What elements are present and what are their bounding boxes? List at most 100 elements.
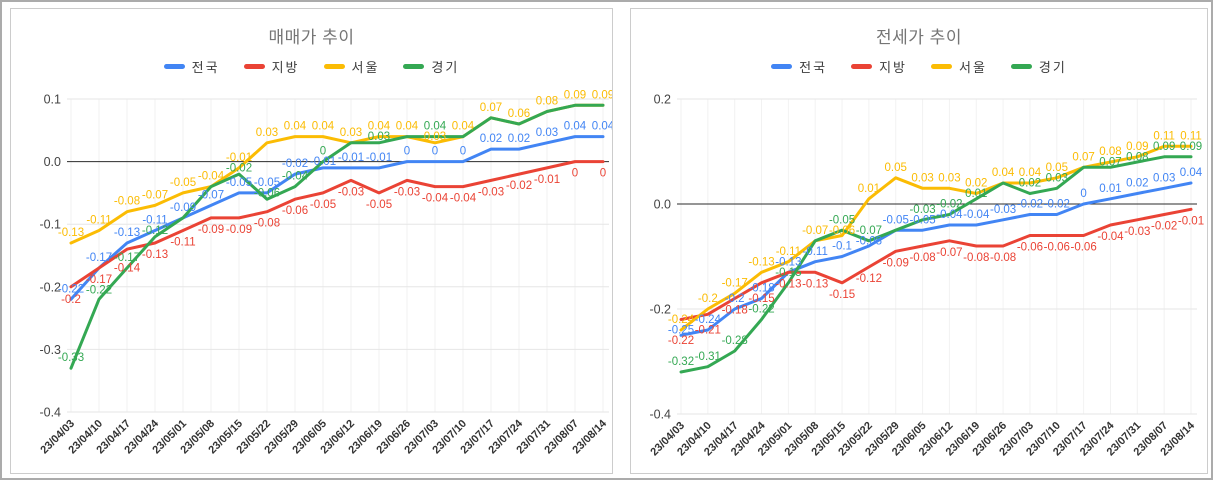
- legend-item-seoul[interactable]: 서울: [323, 57, 380, 76]
- svg-text:-0.08: -0.08: [909, 252, 935, 264]
- svg-text:0.09: 0.09: [1153, 141, 1175, 153]
- svg-text:0.06: 0.06: [508, 108, 530, 120]
- svg-text:-0.3: -0.3: [39, 343, 61, 357]
- sale-price-chart-panel: 매매가 추이 전국 지방 서울 경기 0.1 0.0 -0.1 -0.2 -0.3 -0.4 -0…: [10, 8, 613, 474]
- svg-text:-0.33: -0.33: [58, 352, 84, 364]
- svg-text:-0.2: -0.2: [39, 280, 61, 294]
- svg-text:-0.06: -0.06: [254, 187, 280, 199]
- svg-text:-0.05: -0.05: [366, 199, 392, 211]
- svg-text:-0.13: -0.13: [802, 278, 828, 290]
- svg-text:-0.24: -0.24: [668, 314, 695, 326]
- legend-item-gyeonggi[interactable]: 경기: [1010, 57, 1067, 76]
- svg-text:-0.09: -0.09: [170, 202, 196, 214]
- svg-text:-0.04: -0.04: [422, 193, 449, 205]
- svg-text:-0.09: -0.09: [883, 257, 909, 269]
- svg-text:0.03: 0.03: [1153, 172, 1175, 184]
- svg-text:-0.24: -0.24: [695, 314, 722, 326]
- svg-text:-0.22: -0.22: [668, 335, 694, 347]
- svg-text:-0.04: -0.04: [450, 193, 477, 205]
- svg-text:0.09: 0.09: [1180, 141, 1202, 153]
- legend-item-nationwide[interactable]: 전국: [771, 57, 827, 76]
- svg-text:-0.32: -0.32: [668, 356, 694, 368]
- svg-text:-0.2: -0.2: [649, 303, 671, 317]
- svg-text:0: 0: [600, 168, 606, 180]
- svg-text:-0.2: -0.2: [61, 294, 81, 306]
- svg-text:-0.18: -0.18: [722, 305, 748, 317]
- svg-text:-0.02: -0.02: [1044, 199, 1070, 211]
- svg-text:-0.06: -0.06: [1044, 242, 1070, 254]
- svg-text:-0.01: -0.01: [226, 152, 252, 164]
- legend-item-seoul[interactable]: 서울: [931, 57, 987, 76]
- legend-line-icon: [851, 64, 873, 69]
- svg-text:-0.13: -0.13: [114, 227, 140, 239]
- svg-text:-0.17: -0.17: [86, 252, 112, 264]
- svg-text:-0.08: -0.08: [856, 235, 882, 247]
- svg-text:-0.01: -0.01: [366, 152, 392, 164]
- svg-text:-0.05: -0.05: [909, 214, 935, 226]
- legend-item-label: 지방: [271, 60, 300, 75]
- svg-text:0.04: 0.04: [368, 121, 391, 133]
- svg-text:0: 0: [572, 168, 578, 180]
- svg-text:-0.06: -0.06: [1071, 242, 1097, 254]
- svg-text:-0.07: -0.07: [802, 225, 828, 237]
- svg-text:0.04: 0.04: [424, 121, 447, 133]
- svg-text:-0.09: -0.09: [198, 224, 224, 236]
- svg-text:-0.11: -0.11: [776, 246, 801, 258]
- jeonse-price-chart-legend: 전국 지방 서울 경기: [631, 57, 1207, 76]
- svg-text:0.09: 0.09: [1126, 141, 1148, 153]
- legend-line-icon: [243, 64, 265, 69]
- svg-text:0.03: 0.03: [938, 172, 960, 184]
- legend-line-icon: [163, 64, 185, 69]
- legend-item-provinces[interactable]: 지방: [243, 57, 300, 76]
- svg-text:0.04: 0.04: [992, 167, 1015, 179]
- svg-text:-0.03: -0.03: [1124, 226, 1150, 238]
- svg-text:-0.21: -0.21: [695, 325, 721, 337]
- svg-text:-0.08: -0.08: [254, 218, 280, 230]
- svg-text:-0.4: -0.4: [649, 408, 671, 422]
- legend-item-label: 경기: [1038, 60, 1067, 75]
- svg-text:0.03: 0.03: [424, 131, 446, 143]
- svg-text:0.02: 0.02: [480, 133, 502, 145]
- svg-text:-0.22: -0.22: [86, 285, 112, 297]
- svg-text:-0.08: -0.08: [963, 252, 989, 264]
- svg-text:0.09: 0.09: [564, 89, 586, 101]
- svg-text:0.03: 0.03: [911, 172, 933, 184]
- legend-item-provinces[interactable]: 지방: [851, 57, 907, 76]
- svg-text:0: 0: [1080, 188, 1086, 200]
- svg-text:0: 0: [460, 146, 466, 158]
- svg-text:0.05: 0.05: [885, 162, 907, 174]
- svg-text:-0.01: -0.01: [310, 156, 336, 168]
- svg-text:-0.11: -0.11: [803, 246, 828, 258]
- svg-text:-0.11: -0.11: [170, 236, 195, 248]
- legend-item-label: 서울: [351, 60, 380, 75]
- svg-text:-0.18: -0.18: [748, 283, 774, 295]
- svg-text:0.04: 0.04: [312, 121, 335, 133]
- svg-text:0.03: 0.03: [536, 127, 558, 139]
- svg-text:-0.06: -0.06: [829, 225, 855, 237]
- legend-line-icon: [323, 64, 345, 69]
- svg-text:-0.12: -0.12: [142, 225, 168, 237]
- svg-text:-0.07: -0.07: [198, 189, 224, 201]
- svg-text:-0.17: -0.17: [722, 277, 748, 289]
- jeonse-price-chart-title: 전세가 추이: [876, 28, 962, 47]
- svg-text:-0.01: -0.01: [338, 152, 364, 164]
- svg-text:-0.08: -0.08: [990, 252, 1016, 264]
- svg-text:0: 0: [320, 146, 326, 158]
- svg-text:-0.04: -0.04: [963, 209, 990, 221]
- svg-text:0.0: 0.0: [654, 198, 671, 212]
- svg-text:-0.06: -0.06: [1017, 242, 1043, 254]
- legend-item-nationwide[interactable]: 전국: [163, 57, 220, 76]
- svg-text:-0.28: -0.28: [722, 335, 748, 347]
- svg-text:0.08: 0.08: [536, 96, 558, 108]
- svg-text:0.2: 0.2: [654, 93, 671, 107]
- svg-text:-0.05: -0.05: [254, 177, 280, 189]
- svg-text:-0.13: -0.13: [58, 227, 84, 239]
- svg-text:-0.13: -0.13: [775, 278, 801, 290]
- svg-text:0.04: 0.04: [284, 121, 307, 133]
- legend-item-gyeonggi[interactable]: 경기: [403, 57, 459, 76]
- svg-text:-0.05: -0.05: [829, 214, 855, 226]
- svg-text:-0.17: -0.17: [114, 252, 140, 264]
- svg-text:-0.17: -0.17: [86, 274, 112, 286]
- sale-price-chart-plot: 0.10.0-0.1-0.2-0.3-0.4-0.13-0.22-0.2-0.3…: [38, 89, 612, 456]
